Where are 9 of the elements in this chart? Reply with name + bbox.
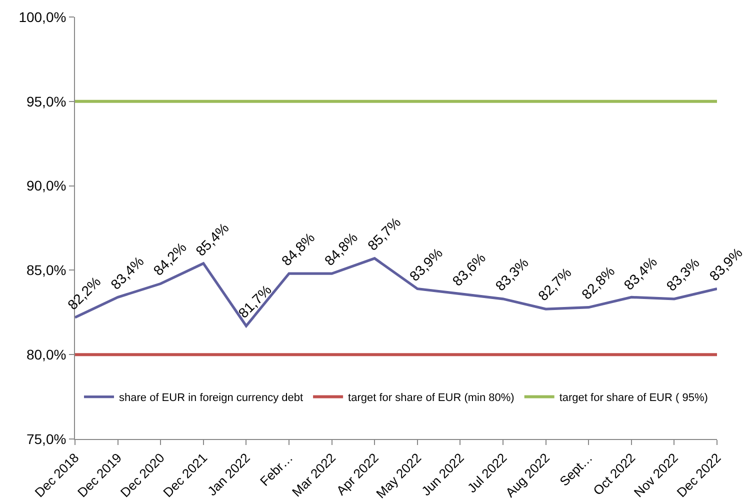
y-tick-label: 95,0%	[26, 93, 66, 110]
y-tick-label: 90,0%	[26, 178, 66, 194]
y-tick-label: 80,0%	[26, 346, 66, 362]
legend-label: target for share of EUR ( 95%)	[559, 392, 708, 404]
y-tick-label: 100,0%	[18, 8, 66, 25]
y-tick-label: 85,0%	[26, 262, 66, 278]
legend-label: share of EUR in foreign currency debt	[119, 392, 304, 404]
y-tick-label: 75,0%	[26, 430, 66, 447]
legend-label: target for share of EUR (min 80%)	[348, 392, 514, 404]
